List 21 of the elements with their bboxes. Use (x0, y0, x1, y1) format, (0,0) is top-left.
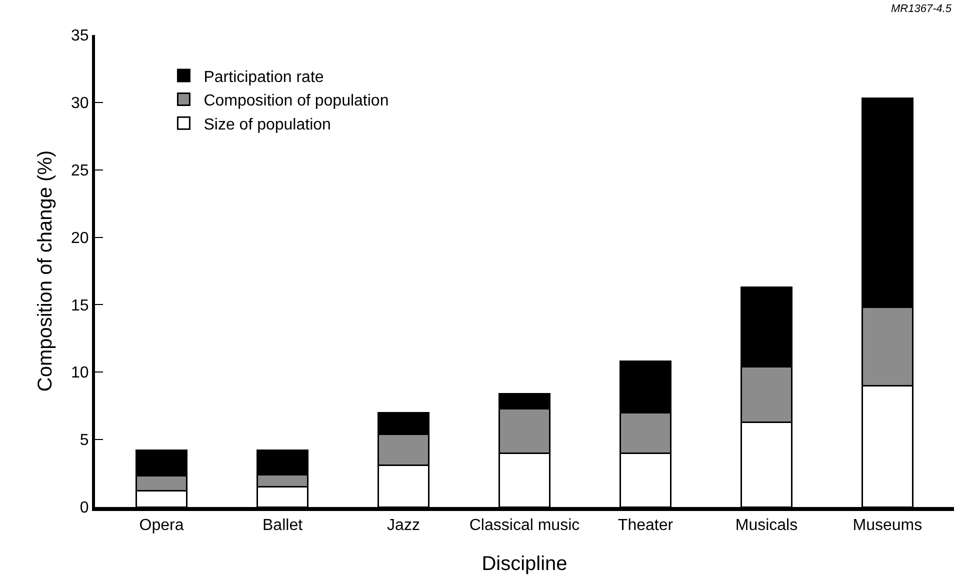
legend-label: Composition of population (204, 92, 389, 110)
y-tick-label: 20 (71, 230, 89, 247)
x-tick-label: Museums (852, 517, 922, 534)
legend-label: Size of population (204, 116, 331, 134)
y-tick-label: 5 (80, 432, 89, 450)
x-tick-label: Musicals (735, 517, 798, 534)
legend-label: Participation rate (204, 68, 324, 86)
y-tick-label: 35 (71, 28, 89, 45)
y-tick-label: 25 (71, 162, 89, 180)
x-tick-label: Opera (139, 517, 184, 534)
y-tick-label: 0 (80, 500, 89, 517)
y-axis-title: Composition of change (%) (34, 150, 57, 392)
x-tick-label: Theater (618, 517, 674, 534)
y-tick-label: 15 (71, 297, 89, 314)
x-tick-label: Classical music (469, 517, 580, 534)
y-tick-label: 10 (71, 364, 89, 382)
y-tick-label: 30 (71, 95, 89, 112)
x-axis-title: Discipline (482, 553, 568, 576)
text: MR1367-4.5 (891, 3, 952, 15)
x-tick-label: Ballet (262, 517, 304, 534)
x-tick-label: Jazz (387, 517, 420, 534)
